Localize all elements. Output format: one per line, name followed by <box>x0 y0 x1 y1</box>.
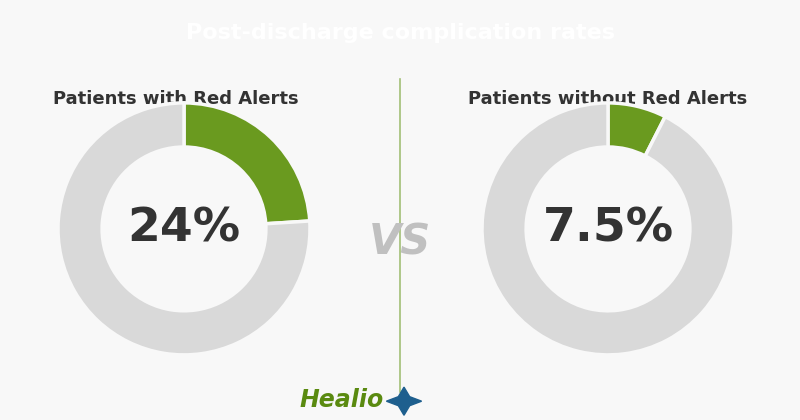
Text: Healio: Healio <box>300 388 384 412</box>
Text: VS: VS <box>369 222 431 264</box>
Wedge shape <box>608 103 666 156</box>
Wedge shape <box>58 103 310 355</box>
Polygon shape <box>386 387 422 415</box>
Text: Patients without Red Alerts: Patients without Red Alerts <box>468 90 748 108</box>
Text: 24%: 24% <box>127 206 241 252</box>
Text: Patients with Red Alerts: Patients with Red Alerts <box>53 90 299 108</box>
Text: Post-discharge complication rates: Post-discharge complication rates <box>186 23 614 42</box>
Text: 7.5%: 7.5% <box>542 206 674 252</box>
Wedge shape <box>184 103 310 224</box>
Wedge shape <box>482 103 734 355</box>
